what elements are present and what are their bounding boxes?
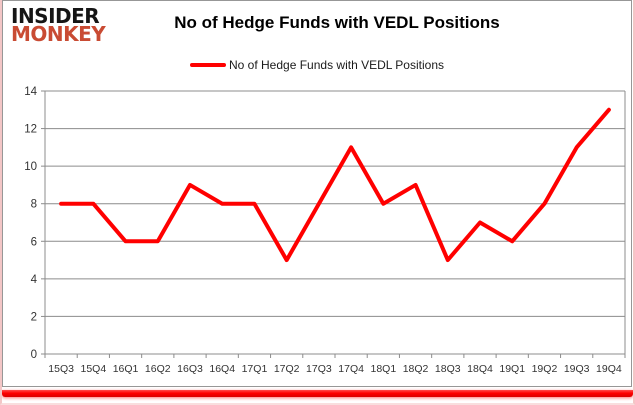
insider-monkey-logo: INSIDER MONKEY [11,4,106,46]
legend-label: No of Hedge Funds with VEDL Positions [229,58,444,72]
x-axis-tick-label: 18Q4 [467,363,493,375]
x-axis-tick-label: 15Q4 [80,363,106,375]
y-axis-tick-label: 4 [31,274,38,286]
x-axis-tick-label: 18Q1 [370,363,396,375]
x-axis-tick-label: 16Q3 [177,363,203,375]
legend-line-marker [190,63,226,67]
y-axis-tick-label: 0 [31,349,37,361]
x-axis-tick-label: 16Q1 [113,363,139,375]
x-axis-tick-label: 17Q4 [338,363,364,375]
line-chart-plot: 0 2 4 6 8 10 12 14 15Q3 15Q4 16Q1 16Q2 16Q3 16Q4 17Q1 1… [24,86,626,375]
x-axis-tick-label: 17Q3 [306,363,332,375]
chart-title: No of Hedge Funds with VEDL Positions [174,13,500,32]
y-axis-tick-label: 12 [24,124,37,136]
legend: No of Hedge Funds with VEDL Positions [3,58,631,72]
x-axis-tick-label: 16Q2 [145,363,171,375]
x-axis-tick-label: 17Q2 [274,363,300,375]
x-axis-tick-label: 19Q2 [532,363,558,375]
y-axis-tick-label: 2 [31,311,37,323]
y-axis-tick-label: 14 [24,86,37,98]
x-axis-tick-label: 15Q3 [48,363,74,375]
x-axis-tick-label: 19Q4 [596,363,622,375]
chart-box: INSIDER MONKEY No of Hedge Funds with VE… [2,0,632,387]
x-axis-tick-label: 18Q2 [403,363,429,375]
x-axis-tick-label: 18Q3 [435,363,461,375]
y-axis-tick-label: 6 [31,236,37,248]
x-axis-tick-label: 17Q1 [242,363,268,375]
x-axis-tick-label: 19Q1 [499,363,525,375]
x-axis-tick-label: 19Q3 [564,363,590,375]
logo-line2: MONKEY [11,21,106,46]
y-axis-tick-label: 10 [24,161,37,173]
bottom-accent-bar [2,390,633,397]
y-axis-tick-label: 8 [31,199,37,211]
logo-line1: INSIDER [11,4,100,28]
data-series-line [59,107,611,263]
x-axis-tick-label: 16Q4 [209,363,235,375]
